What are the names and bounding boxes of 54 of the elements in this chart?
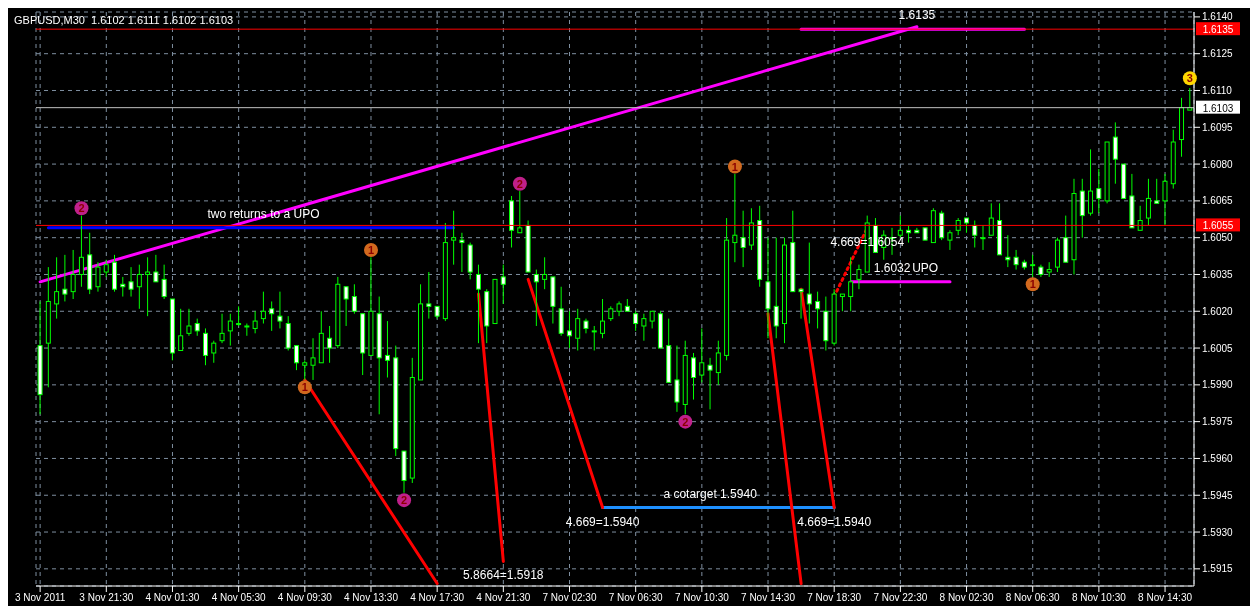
x-tick-label: 7 Nov 06:30 — [608, 592, 664, 604]
chart-title: GBPUSD,M30 1.6102 1.6111 1.6102 1.6103 — [14, 14, 234, 26]
x-tick-label: 7 Nov 10:30 — [674, 592, 730, 604]
y-tick-label: 1.6140 — [1202, 11, 1234, 23]
y-tick-label: 1.5990 — [1202, 379, 1234, 391]
x-tick-label: 3 Nov 21:30 — [79, 592, 134, 604]
text: 1 — [301, 381, 308, 394]
y-tick-label: 1.6035 — [1202, 269, 1234, 281]
text: 2 — [401, 494, 408, 507]
x-tick-label: 8 Nov 02:30 — [939, 592, 994, 604]
x-tick-label: 4 Nov 05:30 — [211, 592, 267, 604]
y-tick-label: 1.5975 — [1202, 416, 1234, 428]
x-tick-label: 4 Nov 09:30 — [277, 592, 333, 604]
y-tick-label: 1.6110 — [1202, 85, 1233, 97]
y-tick-label: 1.6005 — [1202, 342, 1234, 354]
y-tick-label: 1.6050 — [1202, 232, 1234, 244]
data-label: 5.8664=1.5918 — [463, 568, 544, 583]
y-tick-label: 1.6065 — [1202, 195, 1234, 207]
x-tick-label: 3 Nov 2011 — [14, 592, 66, 604]
y-tick-label: 1.6125 — [1202, 48, 1234, 60]
series-label: 1 — [367, 243, 375, 256]
x-tick-label: 4 Nov 17:30 — [410, 592, 465, 604]
data-label: a cotarget 1.5940 — [663, 486, 758, 501]
y-tick-label: 1.5930 — [1202, 526, 1234, 538]
text: 1 — [731, 160, 738, 173]
x-tick-label: 8 Nov 10:30 — [1071, 592, 1127, 604]
ref-line-label: 1.6103 — [1202, 102, 1234, 114]
x-tick-label: 8 Nov 06:30 — [1005, 592, 1061, 604]
y-tick-label: 1.6020 — [1202, 305, 1234, 317]
data-label: 4.669=1.5940 — [797, 514, 872, 529]
series-label: 3 — [1186, 72, 1193, 85]
y-tick-label: 1.5945 — [1202, 489, 1234, 501]
text: 2 — [516, 177, 523, 190]
y-tick-label: 1.5915 — [1202, 563, 1234, 575]
data-label: 1.6032 — [873, 260, 911, 275]
x-tick-label: 7 Nov 18:30 — [807, 592, 862, 604]
y-tick-label: 1.6095 — [1202, 121, 1234, 133]
data-label: UPO — [912, 260, 939, 275]
x-tick-label: 7 Nov 02:30 — [542, 592, 597, 604]
x-tick-label: 4 Nov 13:30 — [344, 592, 399, 604]
text: 1 — [1029, 278, 1036, 291]
series-label: 2 — [78, 202, 85, 215]
x-tick-label: 4 Nov 21:30 — [476, 592, 531, 604]
y-tick-label: 1.5960 — [1202, 452, 1234, 464]
data-label: 1.6135 — [898, 8, 936, 23]
x-tick-label: 8 Nov 14:30 — [1138, 592, 1193, 604]
text: 2 — [682, 415, 689, 428]
x-tick-label: 4 Nov 01:30 — [145, 592, 200, 604]
data-label: 4.669=1.5940 — [565, 514, 640, 529]
x-tick-label: 7 Nov 14:30 — [741, 592, 796, 604]
y-tick-label: 1.6080 — [1202, 158, 1234, 170]
ref-line-label: 1.6135 — [1202, 24, 1234, 36]
x-tick-label: 7 Nov 22:30 — [873, 592, 928, 604]
ref-line-label: 1.6055 — [1202, 220, 1234, 232]
